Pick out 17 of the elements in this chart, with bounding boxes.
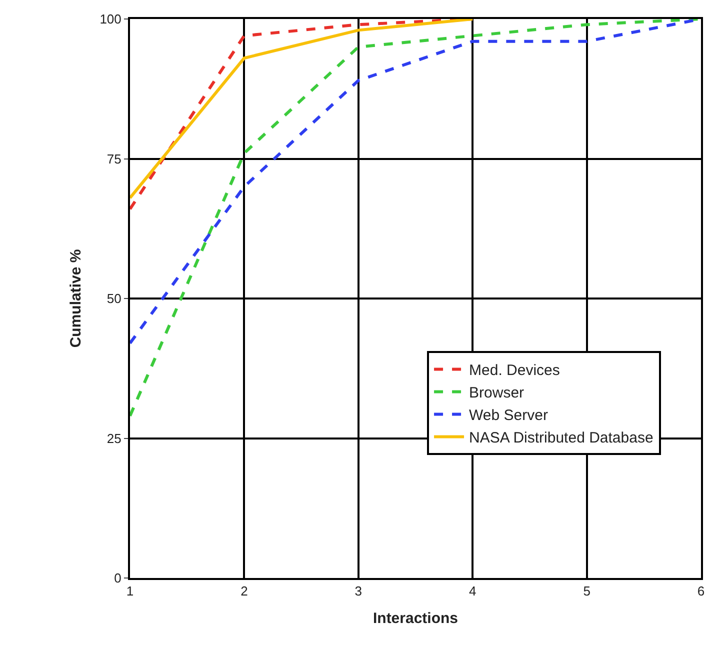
x-tick-label: 5 xyxy=(583,584,590,599)
x-tick-label: 1 xyxy=(126,584,134,599)
y-tick-label: 25 xyxy=(106,430,122,446)
x-tick-label: 3 xyxy=(354,584,362,599)
x-tick-label: 6 xyxy=(697,584,705,599)
x-tick-label: 4 xyxy=(468,584,476,599)
y-tick-label: 75 xyxy=(106,151,122,166)
x-tick-label: 2 xyxy=(240,584,248,599)
y-tick-label: 0 xyxy=(114,570,122,586)
legend-label: Med. Devices xyxy=(469,362,560,380)
legend-label: NASA Distributed Database xyxy=(469,430,654,447)
y-tick-label: 100 xyxy=(100,12,122,27)
legend-label: Browser xyxy=(469,384,524,402)
y-tick-label: 50 xyxy=(106,291,122,306)
x-axis-title: Interactions xyxy=(372,610,458,628)
y-axis-title: Cumulative % xyxy=(67,249,84,348)
legend-label: Web Server xyxy=(469,407,548,424)
